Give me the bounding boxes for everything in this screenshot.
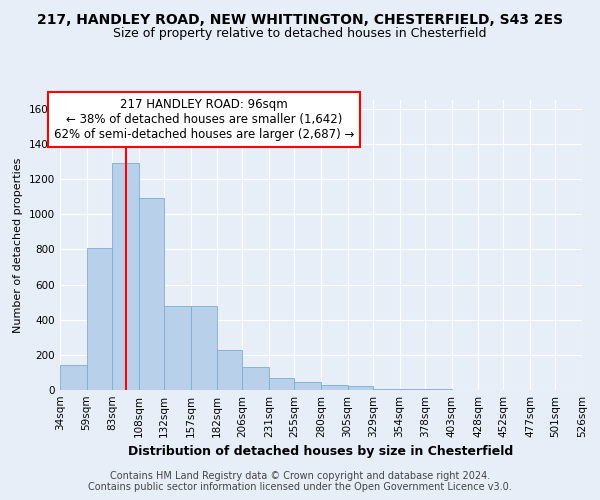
Bar [86, 248, 112, 390]
Bar [295, 382, 321, 390]
X-axis label: Distribution of detached houses by size in Chesterfield: Distribution of detached houses by size … [128, 446, 514, 458]
Text: Contains HM Land Registry data © Crown copyright and database right 2024.
Contai: Contains HM Land Registry data © Crown c… [88, 471, 512, 492]
Bar [347, 386, 373, 390]
Text: 217, HANDLEY ROAD, NEW WHITTINGTON, CHESTERFIELD, S43 2ES: 217, HANDLEY ROAD, NEW WHITTINGTON, CHES… [37, 12, 563, 26]
Bar [321, 386, 347, 390]
Text: 217 HANDLEY ROAD: 96sqm
← 38% of detached houses are smaller (1,642)
62% of semi: 217 HANDLEY ROAD: 96sqm ← 38% of detache… [54, 98, 355, 141]
Bar [217, 350, 242, 390]
Bar [191, 306, 217, 390]
Bar [242, 367, 269, 390]
Text: Size of property relative to detached houses in Chesterfield: Size of property relative to detached ho… [113, 28, 487, 40]
Bar [164, 306, 191, 390]
Bar [373, 388, 400, 390]
Bar [60, 366, 86, 390]
Bar [139, 198, 164, 390]
Bar [269, 378, 295, 390]
Y-axis label: Number of detached properties: Number of detached properties [13, 158, 23, 332]
Bar [112, 164, 139, 390]
